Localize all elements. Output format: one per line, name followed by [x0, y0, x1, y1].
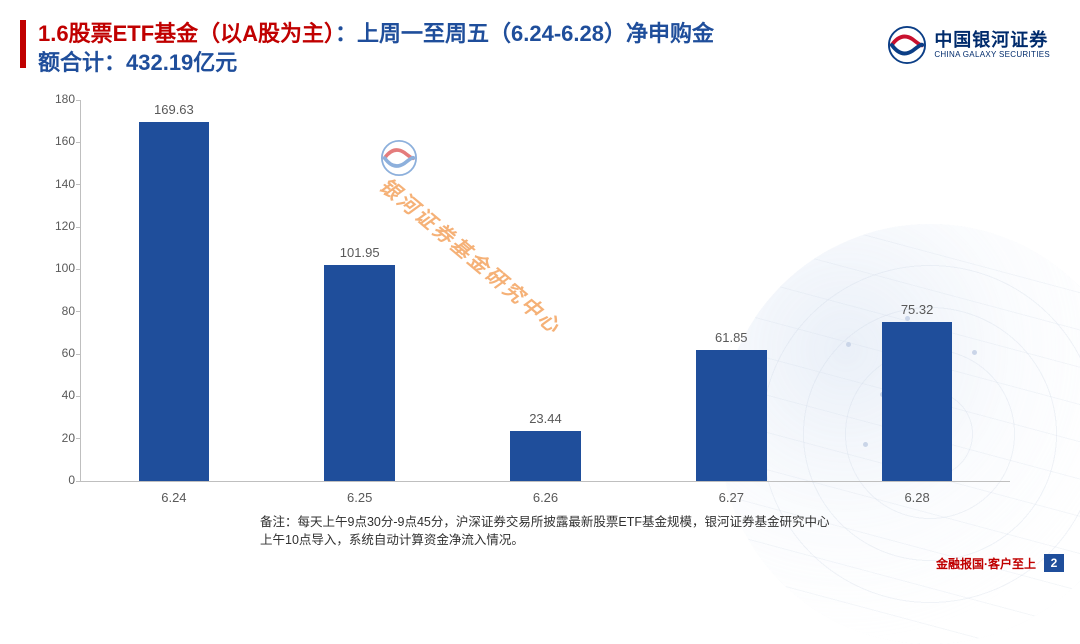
bar-chart: 银河证券基金研究中心 0 20 40 60 80 100 120 140 160 180 169.6… — [30, 92, 1020, 512]
y-tick-mark — [76, 142, 81, 143]
x-category-label: 6.24 — [114, 490, 234, 505]
y-tick-mark — [76, 438, 81, 439]
logo-text: 中国银河证券 CHINA GALAXY SECURITIES — [934, 31, 1050, 60]
logo-cn: 中国银河证券 — [934, 31, 1050, 51]
bar: 75.32 — [882, 322, 953, 481]
watermark: 银河证券基金研究中心 — [381, 140, 417, 181]
footnote: 备注：每天上午9点30分-9点45分，沪深证券交易所披露最新股票ETF基金规模，… — [260, 513, 829, 551]
x-category-label: 6.28 — [857, 490, 977, 505]
bar: 169.63 — [139, 122, 210, 481]
bar-value-label: 61.85 — [696, 330, 767, 345]
y-tick-label: 0 — [41, 473, 75, 487]
title-red: 1.6股票ETF基金（以A股为主） — [38, 21, 335, 46]
y-tick-label: 60 — [41, 346, 75, 360]
watermark-text: 银河证券基金研究中心 — [374, 170, 569, 340]
y-tick-mark — [76, 354, 81, 355]
footer-text: 金融报国·客户至上 — [936, 555, 1036, 572]
y-tick-mark — [76, 227, 81, 228]
x-category-label: 6.27 — [671, 490, 791, 505]
slide-header: 1.6股票ETF基金（以A股为主）：上周一至周五（6.24-6.28）净申购金 … — [0, 0, 1080, 77]
footnote-line2: 上午10点导入，系统自动计算资金净流入情况。 — [260, 531, 829, 550]
logo-swirl-icon — [888, 26, 926, 64]
y-tick-label: 40 — [41, 388, 75, 402]
footnote-line1: 备注：每天上午9点30分-9点45分，沪深证券交易所披露最新股票ETF基金规模，… — [260, 513, 829, 532]
title-blue-1: ：上周一至周五（6.24-6.28）净申购金 — [335, 21, 714, 46]
page-number-badge: 2 — [1044, 554, 1064, 572]
y-tick-mark — [76, 184, 81, 185]
slide-title: 1.6股票ETF基金（以A股为主）：上周一至周五（6.24-6.28）净申购金 … — [38, 20, 714, 77]
footer-right: 金融报国·客户至上 2 — [936, 554, 1064, 572]
x-category-label: 6.25 — [300, 490, 420, 505]
company-logo: 中国银河证券 CHINA GALAXY SECURITIES — [888, 26, 1050, 64]
watermark-swirl-icon — [381, 140, 417, 176]
title-blue-2: 额合计：432.19亿元 — [38, 50, 237, 75]
y-tick-mark — [76, 269, 81, 270]
y-tick-label: 160 — [41, 134, 75, 148]
y-tick-mark — [76, 481, 81, 482]
y-tick-mark — [76, 396, 81, 397]
title-block: 1.6股票ETF基金（以A股为主）：上周一至周五（6.24-6.28）净申购金 … — [20, 20, 888, 77]
y-tick-label: 100 — [41, 261, 75, 275]
y-tick-label: 20 — [41, 431, 75, 445]
y-tick-mark — [76, 311, 81, 312]
bar-value-label: 75.32 — [882, 302, 953, 317]
y-tick-mark — [76, 100, 81, 101]
x-category-label: 6.26 — [486, 490, 606, 505]
y-tick-label: 180 — [41, 92, 75, 106]
bar-value-label: 101.95 — [324, 245, 395, 260]
y-tick-label: 140 — [41, 177, 75, 191]
plot-region: 银河证券基金研究中心 020406080100120140160180169.6… — [80, 100, 1010, 482]
y-tick-label: 80 — [41, 304, 75, 318]
y-tick-label: 120 — [41, 219, 75, 233]
bar-value-label: 169.63 — [139, 102, 210, 117]
bar-value-label: 23.44 — [510, 411, 581, 426]
bar: 23.44 — [510, 431, 581, 481]
logo-en: CHINA GALAXY SECURITIES — [934, 51, 1050, 60]
bar: 61.85 — [696, 350, 767, 481]
bar: 101.95 — [324, 265, 395, 481]
accent-bar — [20, 20, 26, 68]
